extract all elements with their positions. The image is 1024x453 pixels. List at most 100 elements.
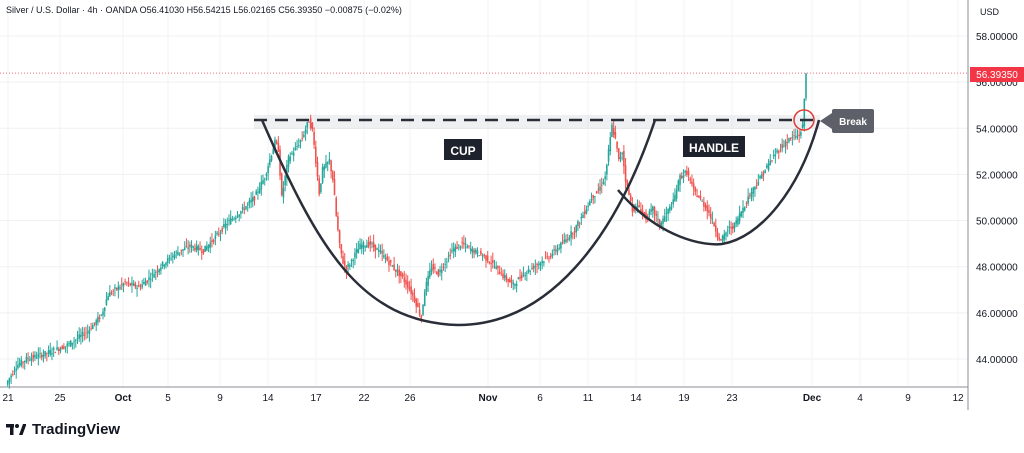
candle[interactable] bbox=[275, 139, 278, 145]
candle[interactable] bbox=[575, 224, 578, 238]
candle[interactable] bbox=[485, 254, 487, 268]
candle[interactable] bbox=[490, 255, 492, 272]
candle[interactable] bbox=[185, 238, 188, 248]
candle[interactable] bbox=[714, 218, 717, 238]
candle[interactable] bbox=[316, 156, 319, 181]
candle[interactable] bbox=[566, 233, 569, 243]
candle[interactable] bbox=[476, 247, 479, 258]
candle[interactable] bbox=[687, 167, 690, 181]
candle[interactable] bbox=[377, 243, 380, 258]
candle[interactable] bbox=[696, 188, 698, 198]
candle[interactable] bbox=[172, 252, 174, 264]
candle[interactable] bbox=[381, 243, 383, 262]
candle[interactable] bbox=[580, 212, 583, 226]
candle[interactable] bbox=[720, 238, 722, 242]
candle[interactable] bbox=[258, 182, 261, 194]
candle[interactable] bbox=[425, 277, 428, 296]
candle[interactable] bbox=[713, 221, 715, 227]
candle[interactable] bbox=[609, 131, 612, 156]
candle[interactable] bbox=[182, 248, 184, 257]
candle[interactable] bbox=[73, 336, 75, 350]
candle[interactable] bbox=[561, 234, 564, 245]
candle[interactable] bbox=[532, 263, 535, 273]
candle[interactable] bbox=[590, 192, 593, 203]
candle[interactable] bbox=[616, 141, 618, 153]
candle[interactable] bbox=[246, 201, 249, 212]
candle[interactable] bbox=[769, 154, 772, 166]
candle[interactable] bbox=[204, 245, 206, 252]
candle[interactable] bbox=[211, 233, 213, 248]
candle[interactable] bbox=[78, 327, 80, 342]
candle[interactable] bbox=[754, 186, 756, 197]
candle[interactable] bbox=[129, 282, 132, 287]
candle[interactable] bbox=[423, 289, 426, 307]
candle[interactable] bbox=[749, 192, 751, 200]
candle[interactable] bbox=[394, 269, 397, 278]
candle[interactable] bbox=[318, 175, 320, 197]
candle[interactable] bbox=[573, 226, 576, 240]
candle[interactable] bbox=[49, 342, 52, 357]
candle[interactable] bbox=[663, 208, 666, 222]
candle[interactable] bbox=[805, 72, 807, 101]
candle[interactable] bbox=[478, 255, 480, 257]
candle[interactable] bbox=[680, 172, 683, 180]
candle[interactable] bbox=[704, 202, 707, 212]
candle[interactable] bbox=[791, 130, 794, 146]
candle[interactable] bbox=[703, 196, 705, 212]
candle[interactable] bbox=[582, 211, 584, 219]
candle[interactable] bbox=[321, 163, 324, 185]
candle[interactable] bbox=[13, 366, 16, 376]
candle[interactable] bbox=[250, 192, 252, 209]
candle[interactable] bbox=[463, 235, 465, 249]
candle[interactable] bbox=[694, 186, 697, 196]
candle[interactable] bbox=[456, 241, 458, 250]
candle[interactable] bbox=[199, 241, 201, 251]
candle[interactable] bbox=[783, 139, 785, 148]
candle[interactable] bbox=[771, 160, 773, 163]
candle[interactable] bbox=[81, 326, 84, 343]
candle[interactable] bbox=[405, 273, 407, 290]
candle[interactable] bbox=[132, 280, 135, 287]
candle[interactable] bbox=[90, 322, 92, 331]
candle[interactable] bbox=[355, 242, 358, 259]
candle[interactable] bbox=[600, 177, 603, 194]
candle[interactable] bbox=[88, 326, 91, 342]
candle[interactable] bbox=[677, 179, 680, 192]
candle[interactable] bbox=[296, 139, 298, 151]
candle[interactable] bbox=[401, 272, 404, 279]
candle[interactable] bbox=[248, 197, 251, 209]
candle[interactable] bbox=[439, 265, 441, 277]
candle[interactable] bbox=[100, 314, 103, 317]
candle[interactable] bbox=[599, 178, 601, 195]
candle[interactable] bbox=[495, 261, 498, 270]
candle[interactable] bbox=[68, 341, 70, 347]
candle[interactable] bbox=[619, 151, 622, 163]
candle[interactable] bbox=[732, 222, 734, 234]
candle[interactable] bbox=[83, 327, 86, 341]
candle[interactable] bbox=[725, 231, 727, 241]
candle[interactable] bbox=[556, 244, 559, 256]
candle[interactable] bbox=[245, 205, 247, 211]
candle[interactable] bbox=[500, 267, 503, 276]
candle[interactable] bbox=[718, 233, 720, 242]
candle[interactable] bbox=[794, 128, 797, 140]
candle[interactable] bbox=[74, 338, 77, 348]
candle[interactable] bbox=[267, 162, 269, 181]
candle[interactable] bbox=[139, 283, 142, 291]
candle[interactable] bbox=[160, 263, 162, 275]
candle[interactable] bbox=[512, 279, 515, 291]
candle[interactable] bbox=[39, 347, 41, 359]
candle[interactable] bbox=[451, 243, 453, 254]
candle[interactable] bbox=[257, 186, 259, 200]
candle[interactable] bbox=[406, 275, 409, 294]
candle[interactable] bbox=[192, 245, 195, 252]
candle[interactable] bbox=[774, 148, 777, 164]
candle[interactable] bbox=[418, 302, 421, 317]
candle[interactable] bbox=[577, 219, 579, 231]
candle[interactable] bbox=[238, 213, 240, 222]
candle[interactable] bbox=[98, 314, 101, 323]
candle[interactable] bbox=[260, 175, 263, 196]
candle[interactable] bbox=[219, 229, 222, 242]
candle[interactable] bbox=[682, 169, 685, 184]
candle[interactable] bbox=[17, 357, 19, 370]
